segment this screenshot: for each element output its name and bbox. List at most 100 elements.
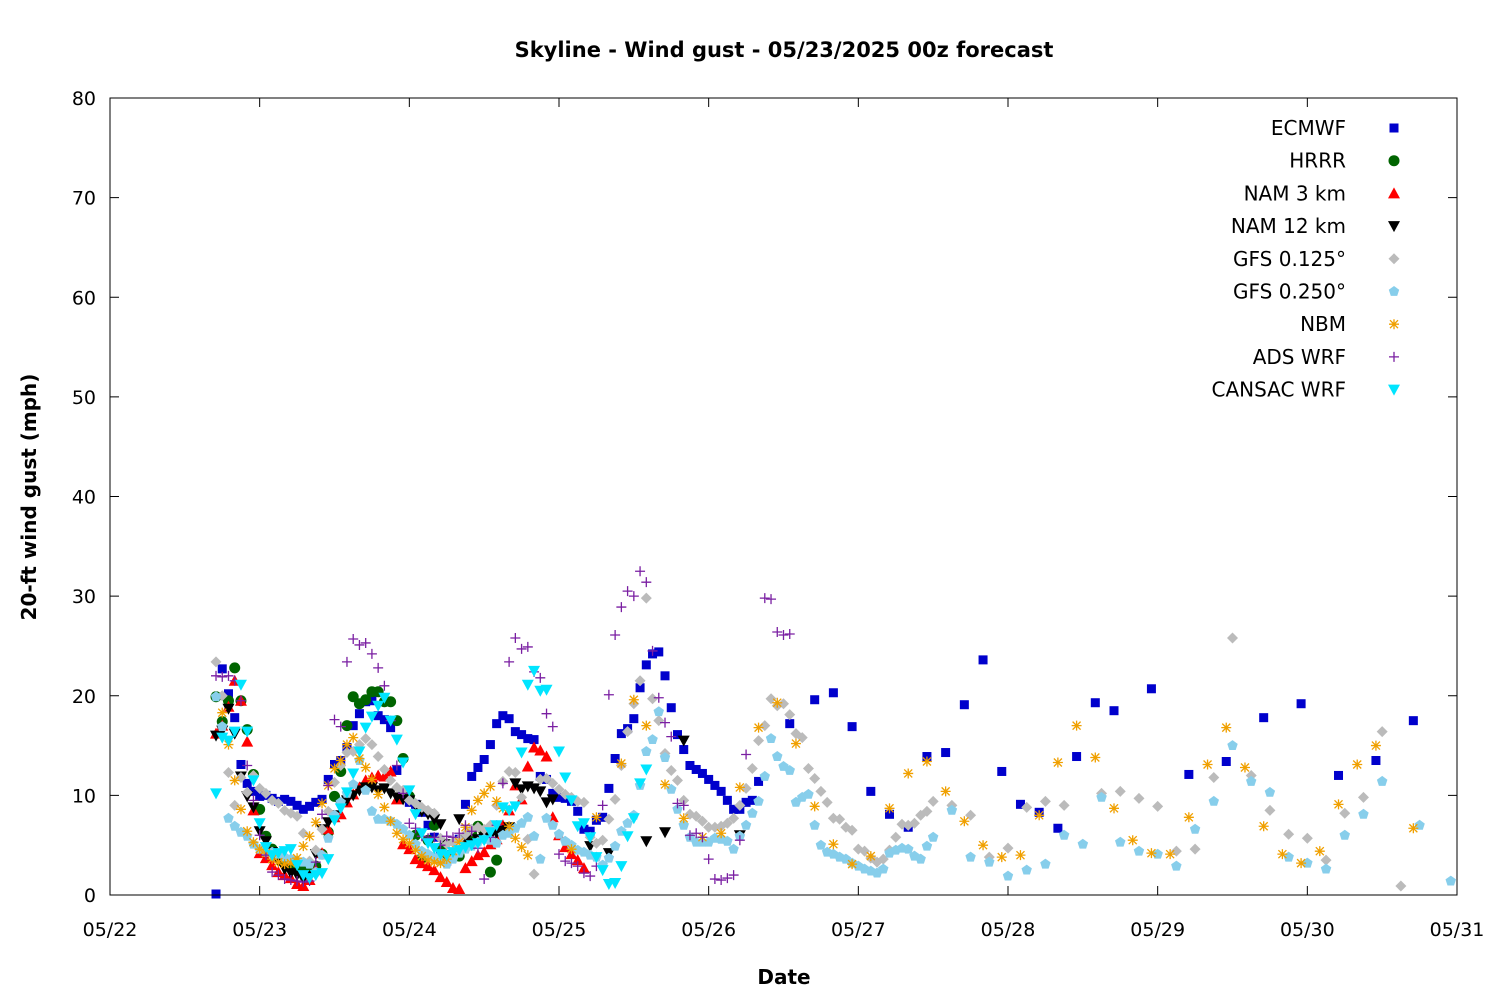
data-point xyxy=(247,802,260,814)
data-point xyxy=(709,874,720,885)
data-point xyxy=(1221,722,1232,733)
data-point xyxy=(921,756,932,767)
data-point xyxy=(1376,726,1388,738)
data-point xyxy=(921,840,933,851)
data-point xyxy=(279,859,290,870)
data-point xyxy=(1021,864,1032,875)
data-point xyxy=(509,766,521,778)
data-point xyxy=(565,795,578,807)
data-point xyxy=(802,762,814,774)
data-point xyxy=(597,800,608,811)
data-point xyxy=(305,801,315,811)
data-point xyxy=(367,696,377,706)
data-point xyxy=(1227,740,1238,750)
data-point xyxy=(1133,845,1145,856)
data-point xyxy=(1339,807,1351,819)
data-point xyxy=(654,647,664,657)
data-point xyxy=(292,853,303,864)
legend-label: ECMWF xyxy=(1271,116,1346,140)
data-point xyxy=(485,740,495,750)
data-point xyxy=(865,851,876,862)
data-point xyxy=(1040,858,1051,869)
data-point xyxy=(965,851,976,862)
data-point xyxy=(616,602,627,613)
data-point xyxy=(927,795,939,807)
data-point xyxy=(217,671,228,682)
data-point xyxy=(696,815,708,827)
data-point xyxy=(716,828,727,839)
data-point xyxy=(373,662,384,673)
data-point xyxy=(685,760,695,770)
data-point xyxy=(959,816,970,827)
data-point xyxy=(547,819,558,830)
data-point xyxy=(660,717,671,728)
data-point xyxy=(1171,860,1182,871)
legend-marker xyxy=(1389,319,1399,330)
data-point xyxy=(254,782,266,794)
data-point xyxy=(304,858,315,869)
data-point xyxy=(548,788,558,798)
data-point xyxy=(422,860,435,872)
data-point xyxy=(859,845,871,857)
data-point xyxy=(653,692,664,703)
data-point xyxy=(335,721,346,732)
data-point xyxy=(1015,799,1025,809)
x-tick-label: 05/24 xyxy=(382,919,437,941)
data-point xyxy=(828,688,838,698)
y-tick-label: 30 xyxy=(72,586,96,608)
series-cansac-wrf xyxy=(210,665,653,891)
data-point xyxy=(679,745,689,755)
data-point xyxy=(641,720,652,731)
data-point xyxy=(959,700,969,710)
data-point xyxy=(540,684,553,696)
data-point xyxy=(677,735,690,747)
data-point xyxy=(385,774,397,786)
data-point xyxy=(535,672,546,683)
data-point xyxy=(441,831,452,842)
data-point xyxy=(678,819,689,830)
data-point xyxy=(616,729,626,739)
data-point xyxy=(946,804,958,815)
legend-label: NBM xyxy=(1300,312,1346,336)
data-point xyxy=(740,819,752,830)
data-point xyxy=(254,830,265,841)
legend-marker xyxy=(1388,286,1400,296)
data-point xyxy=(634,778,647,790)
data-point xyxy=(435,832,447,844)
data-point xyxy=(223,670,234,681)
data-point xyxy=(328,815,341,827)
data-point xyxy=(354,639,365,650)
data-point xyxy=(341,656,352,667)
data-point xyxy=(528,665,541,677)
axes: 05/22 05/23 05/24 05/25 05/26 05/27 05/28 05/29… xyxy=(72,88,1485,941)
data-point xyxy=(535,853,546,864)
data-point xyxy=(516,643,527,654)
data-point xyxy=(340,795,353,807)
data-point xyxy=(1371,756,1381,766)
data-point xyxy=(384,715,397,727)
data-point xyxy=(379,715,389,725)
data-point xyxy=(366,805,378,816)
data-point xyxy=(329,790,340,802)
data-point xyxy=(1352,759,1363,770)
data-point xyxy=(940,786,951,797)
data-point xyxy=(572,861,583,872)
data-point xyxy=(498,711,508,721)
data-point xyxy=(490,820,503,832)
y-tick-label: 50 xyxy=(72,387,96,409)
series-gfs-0-125 xyxy=(210,592,1407,892)
data-point xyxy=(522,641,533,652)
data-point xyxy=(704,774,714,784)
data-point xyxy=(1339,829,1350,840)
data-point xyxy=(1239,762,1250,773)
data-point xyxy=(784,709,796,721)
data-point xyxy=(616,758,627,769)
data-point xyxy=(378,783,391,795)
data-point xyxy=(722,795,732,805)
data-point xyxy=(978,655,988,665)
data-point xyxy=(553,828,565,839)
data-point xyxy=(280,794,290,804)
data-point xyxy=(1408,716,1418,726)
data-point xyxy=(360,637,371,648)
data-point xyxy=(273,857,284,868)
